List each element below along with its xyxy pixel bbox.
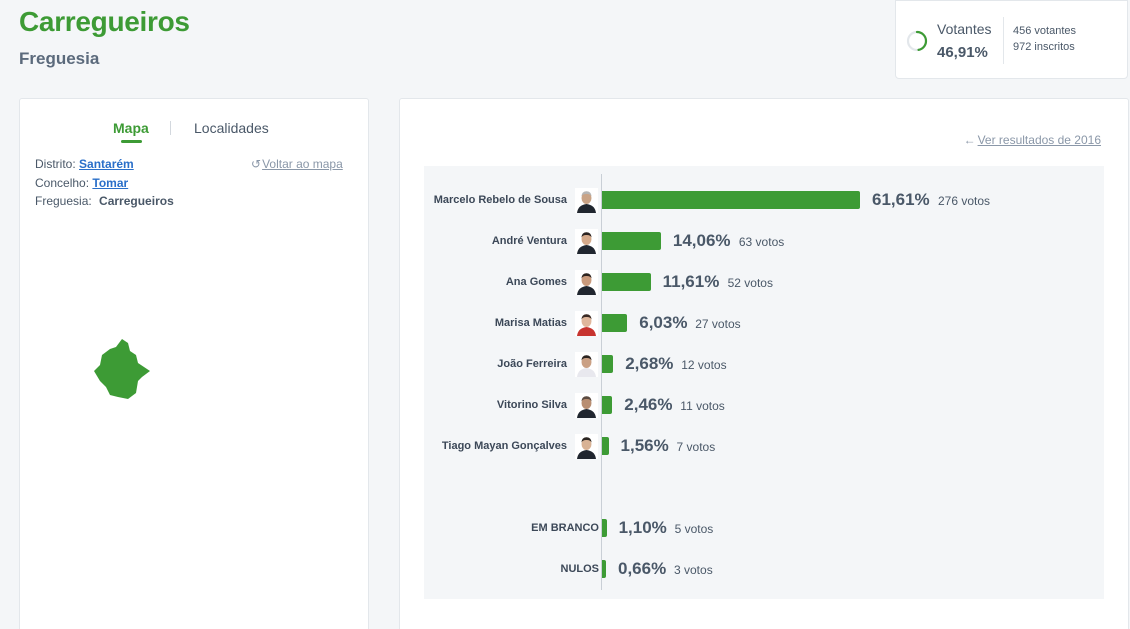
result-votes: 52 votos	[727, 276, 773, 290]
municipality-row: Concelho: Tomar	[35, 176, 128, 190]
candidate-photo	[575, 393, 598, 418]
voters-count: 456 votantes	[1013, 25, 1076, 37]
municipality-link[interactable]: Tomar	[92, 176, 129, 190]
turnout-label: Votantes	[937, 21, 992, 37]
result-votes: 5 votos	[674, 522, 714, 536]
candidate-name: Marisa Matias	[494, 317, 567, 329]
candidate-row: João Ferreira 2,68% 12 votos	[424, 347, 1104, 381]
candidate-photo	[575, 311, 598, 336]
chart-axis	[601, 174, 602, 590]
result-bar	[602, 560, 606, 578]
candidate-name: André Ventura	[491, 235, 567, 247]
back-to-map-label: Voltar ao mapa	[262, 157, 343, 171]
special-votes-row: NULOS 0,66% 3 votos	[424, 552, 1104, 586]
tab-localities[interactable]: Localidades	[194, 120, 269, 136]
result-bar	[602, 519, 607, 537]
special-votes-label: NULOS	[560, 563, 600, 575]
result-percent: 1,10%	[618, 518, 667, 537]
result-votes: 276 votos	[938, 194, 991, 208]
result-bar	[602, 273, 651, 291]
divider	[1003, 17, 1004, 64]
turnout-percent: 46,91%	[937, 44, 988, 61]
district-label: Distrito:	[35, 157, 76, 171]
candidate-photo	[575, 229, 598, 254]
result-bar	[602, 232, 661, 250]
candidate-row: Vitorino Silva 2,46% 11 votos	[424, 388, 1104, 422]
undo-icon: ↺	[251, 157, 262, 171]
arrow-left-icon: ←	[963, 133, 976, 147]
page-title: Carregueiros	[19, 6, 190, 37]
tab-map[interactable]: Mapa	[113, 120, 149, 136]
result-bar	[602, 437, 609, 455]
result-bar	[602, 396, 613, 414]
candidate-name: Ana Gomes	[505, 276, 567, 288]
result-votes: 27 votos	[695, 317, 741, 331]
result-bar	[602, 191, 860, 209]
parish-row: Freguesia: Carregueiros	[35, 194, 174, 208]
district-link[interactable]: Santarém	[79, 157, 134, 171]
result-votes: 11 votos	[680, 399, 725, 413]
results-panel: ← Ver resultados de 2016 Marcelo Rebelo d…	[399, 98, 1129, 629]
results-chart: Marcelo Rebelo de Sousa 61,61% 276 votos An…	[424, 166, 1104, 599]
candidate-photo	[575, 270, 598, 295]
candidate-row: Tiago Mayan Gonçalves 1,56% 7 votos	[424, 429, 1104, 463]
special-votes-label: EM BRANCO	[531, 522, 599, 534]
previous-results-label: Ver resultados de 2016	[977, 133, 1101, 147]
result-votes: 7 votos	[676, 440, 716, 454]
registered-count: 972 inscritos	[1013, 41, 1075, 53]
parish-label: Freguesia:	[35, 194, 92, 208]
candidate-row: André Ventura 14,06% 63 votos	[424, 224, 1104, 258]
result-percent: 2,68%	[625, 354, 674, 373]
back-to-map-link[interactable]: ↺Voltar ao mapa	[251, 157, 343, 171]
result-percent: 1,56%	[620, 436, 669, 455]
parish-map-shape[interactable]	[92, 337, 152, 401]
previous-results-link[interactable]: ← Ver resultados de 2016	[964, 133, 1101, 147]
candidate-name: Tiago Mayan Gonçalves	[441, 440, 567, 452]
parish-value: Carregueiros	[99, 194, 174, 208]
district-row: Distrito: Santarém	[35, 157, 134, 171]
candidate-photo	[575, 188, 598, 213]
result-percent: 14,06%	[672, 231, 731, 250]
candidate-name: Marcelo Rebelo de Sousa	[433, 194, 567, 206]
result-bar	[602, 314, 628, 332]
candidate-row: Marcelo Rebelo de Sousa 61,61% 276 votos	[424, 183, 1104, 217]
candidate-name: Vitorino Silva	[496, 399, 567, 411]
turnout-card: Votantes 46,91% 456 votantes 972 inscrit…	[895, 0, 1128, 79]
result-bar	[602, 355, 614, 373]
candidate-photo	[575, 352, 598, 377]
map-panel: Mapa Localidades Distrito: Santarém Conc…	[19, 98, 369, 629]
result-votes: 3 votos	[674, 563, 713, 577]
candidate-name: João Ferreira	[497, 358, 567, 370]
candidate-row: Marisa Matias 6,03% 27 votos	[424, 306, 1104, 340]
progress-ring-icon	[906, 30, 928, 52]
result-percent: 11,61%	[662, 272, 720, 291]
result-percent: 61,61%	[872, 190, 930, 209]
special-votes-row: EM BRANCO 1,10% 5 votos	[424, 511, 1104, 545]
page-subtitle: Freguesia	[19, 49, 100, 68]
result-votes: 12 votos	[681, 358, 727, 372]
tab-divider	[170, 121, 171, 135]
result-percent: 6,03%	[639, 313, 688, 332]
result-votes: 63 votos	[738, 235, 785, 249]
active-tab-indicator	[121, 140, 142, 143]
candidate-photo	[575, 434, 598, 459]
result-percent: 2,46%	[624, 395, 673, 414]
result-percent: 0,66%	[618, 559, 667, 578]
municipality-label: Concelho:	[35, 176, 90, 190]
candidate-row: Ana Gomes 11,61% 52 votos	[424, 265, 1104, 299]
